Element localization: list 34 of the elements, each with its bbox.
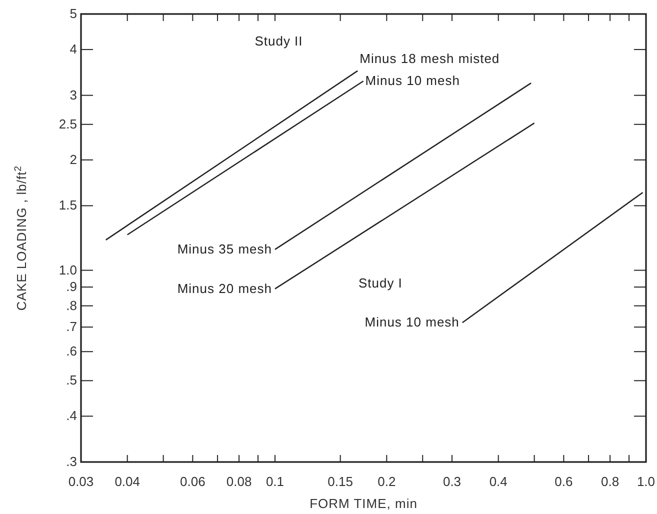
series-label: Minus 35 mesh bbox=[177, 241, 272, 256]
x-axis-title: FORM TIME, min bbox=[310, 496, 418, 511]
x-tick-label: 0.04 bbox=[114, 474, 140, 489]
y-tick-label: .8 bbox=[66, 298, 77, 313]
y-tick-label: .5 bbox=[66, 372, 77, 388]
x-tick-label: 0.03 bbox=[68, 474, 94, 489]
y-tick-label: 2 bbox=[70, 152, 77, 167]
x-tick-label: 1.0 bbox=[636, 474, 656, 489]
y-tick-label: 1.5 bbox=[58, 198, 77, 213]
series-label: Minus 18 mesh misted bbox=[360, 50, 500, 66]
y-tick-label: .6 bbox=[66, 344, 77, 359]
annotation: Study I bbox=[358, 275, 402, 290]
x-tick-label: 0.4 bbox=[489, 474, 508, 489]
x-tick-label: 0.08 bbox=[226, 474, 252, 489]
series-label: Minus 10 mesh bbox=[365, 73, 460, 88]
y-tick-label: 1.0 bbox=[58, 262, 77, 278]
x-tick-label: 0.3 bbox=[442, 474, 462, 489]
series-label: Minus 10 mesh bbox=[364, 314, 460, 330]
y-tick-label: 5 bbox=[70, 6, 77, 21]
y-tick-label: .3 bbox=[66, 454, 77, 469]
y-tick-label: .9 bbox=[66, 279, 77, 294]
x-tick-label: 0.8 bbox=[601, 474, 620, 489]
y-tick-label: .7 bbox=[66, 319, 77, 334]
annotation: Study II bbox=[254, 33, 303, 48]
y-tick-label: 4 bbox=[70, 42, 77, 57]
y-tick-label: 2.5 bbox=[58, 116, 77, 132]
series-label: Minus 20 mesh bbox=[177, 280, 272, 296]
x-tick-label: 0.15 bbox=[328, 474, 353, 489]
x-tick-label: 0.1 bbox=[266, 474, 284, 489]
y-tick-label: .4 bbox=[66, 408, 77, 424]
x-tick-label: 0.6 bbox=[554, 474, 573, 489]
x-tick-label: 0.06 bbox=[180, 474, 206, 489]
y-tick-label: 3 bbox=[70, 87, 77, 102]
x-tick-label: 0.2 bbox=[378, 474, 396, 489]
